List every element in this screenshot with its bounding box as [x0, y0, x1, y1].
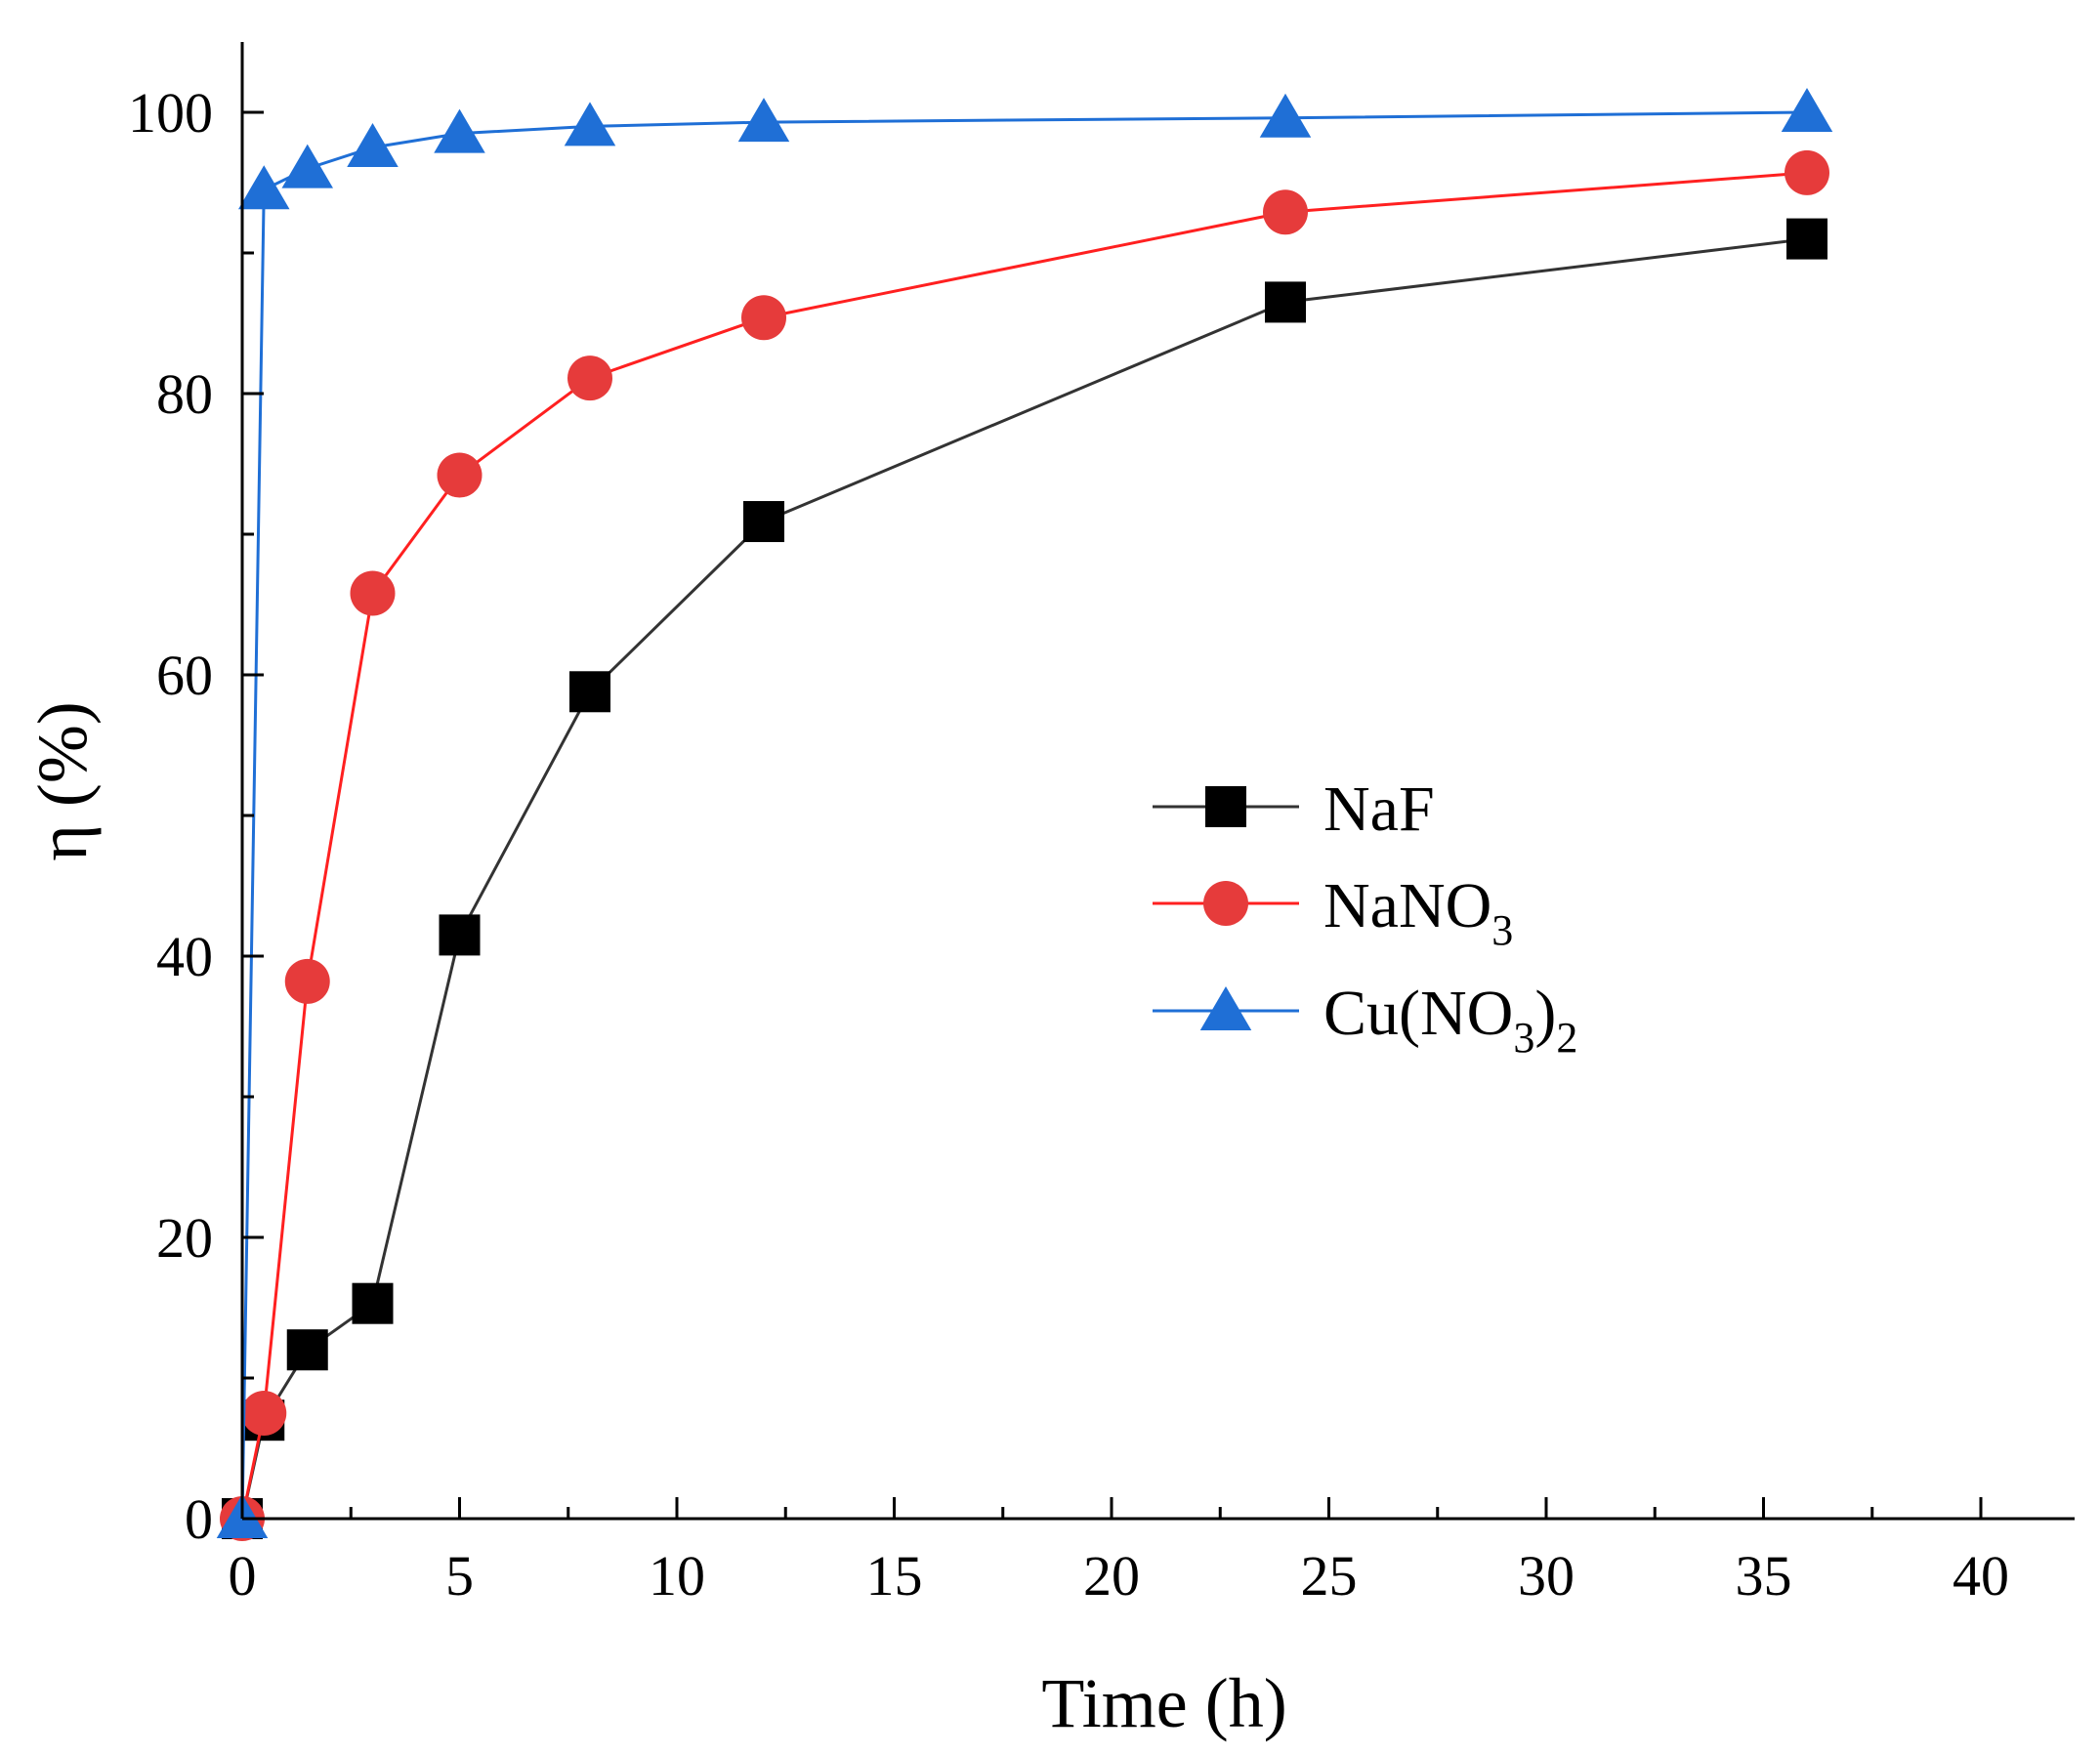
axes-layer: 0 5 10 15 20 25 30 35 40 0 20 40 60 80 100 [128, 42, 2075, 1608]
x-tick-label: 15 [866, 1544, 923, 1608]
data-point [347, 123, 399, 167]
data-point [238, 165, 290, 210]
data-point [1786, 218, 1827, 260]
x-tick-label: 10 [649, 1544, 705, 1608]
data-point [564, 102, 616, 146]
x-tick-label: 25 [1301, 1544, 1358, 1608]
y-tick-label: 60 [156, 644, 213, 707]
legend-marker [1203, 881, 1248, 926]
data-point [1781, 88, 1833, 132]
legend-label: NaF [1323, 773, 1435, 845]
series-layer [216, 88, 1833, 1541]
legend-marker [1205, 786, 1246, 827]
data-point [741, 295, 786, 341]
x-tick-label: 40 [1953, 1544, 2009, 1608]
y-tick-label: 80 [156, 362, 213, 426]
data-point [439, 914, 481, 956]
legend-marker [1199, 986, 1252, 1030]
legend: NaF NaNO3 Cu(NO3)2 [1153, 773, 1577, 1062]
x-tick-label: 20 [1083, 1544, 1140, 1608]
legend-item: NaF [1153, 773, 1435, 845]
data-point [569, 671, 610, 713]
data-point [1785, 149, 1829, 195]
data-point [1265, 281, 1306, 323]
data-point [1263, 189, 1308, 235]
data-point [743, 501, 784, 543]
series-1 [220, 149, 1829, 1541]
x-axis-title: Time (h) [1041, 1664, 1286, 1742]
data-point [737, 98, 790, 143]
data-point [350, 570, 396, 616]
legend-label: Cu(NO3)2 [1323, 978, 1577, 1062]
data-point [437, 452, 483, 498]
data-point [286, 1329, 328, 1371]
series-0 [222, 218, 1827, 1539]
x-tick-label: 35 [1736, 1544, 1792, 1608]
data-point [284, 958, 330, 1004]
data-point [281, 144, 333, 188]
y-axis-title: η (%) [23, 701, 102, 861]
data-point [434, 108, 485, 153]
series-2 [216, 88, 1833, 1538]
legend-item: NaNO3 [1153, 870, 1513, 954]
series-line [240, 110, 1808, 1520]
series-line [240, 171, 1808, 1520]
data-point [241, 1391, 287, 1436]
y-tick-label: 100 [128, 81, 213, 145]
y-tick-label: 40 [156, 925, 213, 988]
data-point [1259, 93, 1312, 138]
x-tick-label: 5 [445, 1544, 474, 1608]
series-line [240, 237, 1808, 1520]
data-point [567, 355, 612, 401]
x-tick-label: 30 [1518, 1544, 1575, 1608]
legend-item: Cu(NO3)2 [1153, 978, 1577, 1062]
y-tick-label: 0 [185, 1487, 213, 1551]
x-tick-label: 0 [229, 1544, 257, 1608]
y-tick-label: 20 [156, 1206, 213, 1270]
legend-label: NaNO3 [1323, 870, 1513, 954]
data-point [352, 1282, 394, 1324]
